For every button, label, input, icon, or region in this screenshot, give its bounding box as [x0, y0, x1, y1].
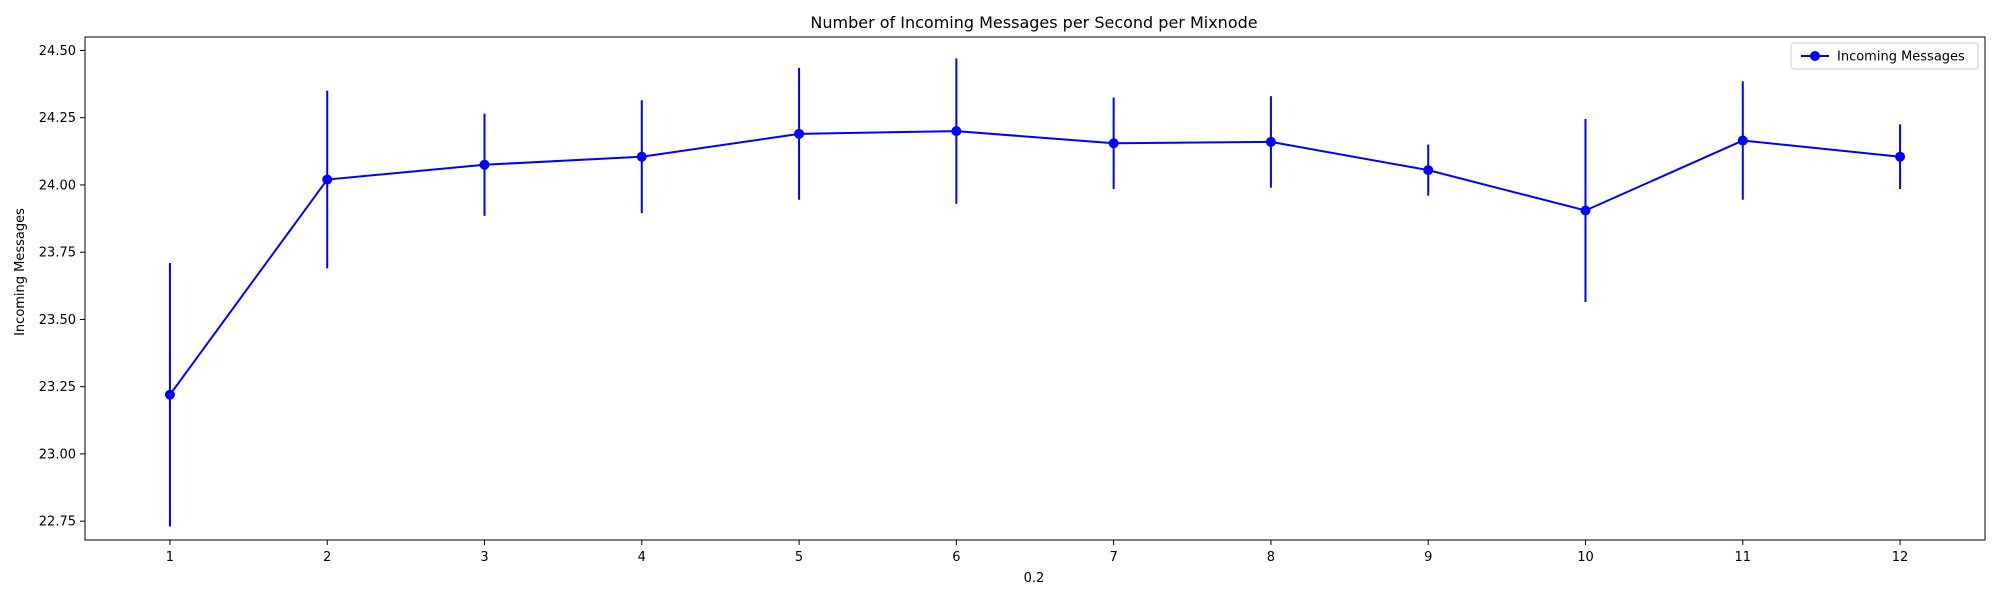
- chart-title: Number of Incoming Messages per Second p…: [810, 13, 1257, 32]
- x-tick-label: 9: [1424, 550, 1432, 565]
- plot-area: 1 2 3 4 5 6 7 8 9 10 11 1222.7523.0023.2523.5023.75…: [39, 36, 1986, 565]
- x-tick-label: 2: [323, 550, 331, 565]
- y-tick-label: 24.00: [39, 178, 76, 193]
- legend: Incoming Messages: [1790, 42, 1979, 70]
- x-tick-label: 3: [480, 550, 488, 565]
- x-tick-label: 10: [1577, 550, 1594, 565]
- series-line: [169, 130, 1901, 396]
- data-point: [1580, 205, 1591, 216]
- data-point: [1737, 135, 1748, 146]
- x-tick-label: 7: [1110, 550, 1118, 565]
- x-tick-label: 12: [1892, 550, 1909, 565]
- data-point: [479, 159, 490, 170]
- x-tick-label: 8: [1267, 550, 1275, 565]
- y-tick-label: 24.25: [39, 111, 76, 126]
- data-point: [1895, 151, 1906, 162]
- legend-box: [1790, 42, 1979, 70]
- y-tick-label: 23.50: [39, 313, 76, 328]
- data-point: [951, 126, 962, 137]
- x-tick-label: 11: [1735, 550, 1752, 565]
- data-point: [1265, 136, 1276, 147]
- y-tick-label: 23.75: [39, 246, 76, 261]
- x-tick-label: 1: [166, 550, 174, 565]
- data-point: [794, 128, 805, 139]
- x-tick-label: 6: [952, 550, 960, 565]
- y-tick-label: 24.50: [39, 44, 76, 59]
- data-point: [322, 174, 333, 185]
- y-axis-label: Incoming Messages: [13, 208, 28, 336]
- y-tick-label: 23.25: [39, 380, 76, 395]
- y-tick-label: 23.00: [39, 447, 76, 462]
- data-point: [164, 389, 175, 400]
- data-point: [1108, 138, 1119, 149]
- y-tick-label: 22.75: [39, 515, 76, 530]
- legend-label: Incoming Messages: [1837, 50, 1965, 65]
- x-axis-label: 0.2: [1024, 571, 1045, 586]
- data-point: [1423, 165, 1434, 176]
- x-tick-label: 5: [795, 550, 803, 565]
- data-point: [636, 151, 647, 162]
- plot-frame: [84, 36, 1986, 541]
- legend-marker: [1810, 51, 1820, 61]
- x-tick-label: 4: [638, 550, 646, 565]
